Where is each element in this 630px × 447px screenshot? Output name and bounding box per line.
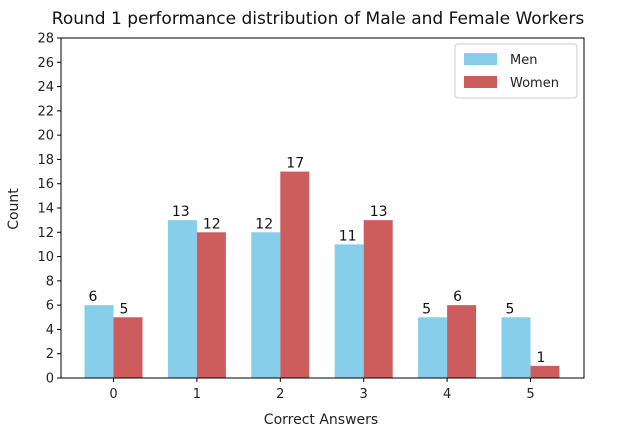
data-label-men-1: 13 bbox=[172, 204, 190, 220]
bar-men-1 bbox=[167, 220, 197, 378]
bar-men-4 bbox=[418, 317, 448, 378]
bar-women-5 bbox=[530, 365, 560, 378]
y-tick-label-4: 4 bbox=[46, 323, 54, 338]
y-tick-label-16: 16 bbox=[37, 177, 54, 192]
legend: Men Women bbox=[454, 43, 578, 99]
y-tick-label-24: 24 bbox=[37, 80, 54, 95]
bar-men-0 bbox=[84, 305, 114, 378]
y-tick-label-2: 2 bbox=[46, 347, 54, 362]
data-label-men-0: 6 bbox=[89, 289, 98, 305]
bar-men-3 bbox=[334, 244, 364, 378]
y-axis-label: Count bbox=[6, 188, 22, 230]
y-tick-label-0: 0 bbox=[46, 372, 54, 387]
legend-swatch-women bbox=[464, 76, 497, 88]
x-tick-label-5: 5 bbox=[526, 387, 534, 402]
data-label-men-2: 12 bbox=[255, 216, 273, 232]
chart-title: Round 1 performance distribution of Male… bbox=[52, 9, 585, 29]
y-tick-label-20: 20 bbox=[37, 129, 54, 144]
bar-men-5 bbox=[501, 317, 531, 378]
y-tick-label-8: 8 bbox=[46, 274, 54, 289]
data-label-women-0: 5 bbox=[120, 301, 129, 317]
data-label-men-3: 11 bbox=[339, 228, 357, 244]
bar-women-3 bbox=[363, 220, 393, 378]
y-tick-label-26: 26 bbox=[37, 56, 54, 71]
y-tick-label-28: 28 bbox=[37, 32, 54, 47]
data-label-women-4: 6 bbox=[453, 289, 462, 305]
bar-women-4 bbox=[447, 305, 477, 378]
legend-label-men: Men bbox=[510, 53, 537, 68]
data-label-women-2: 17 bbox=[286, 156, 304, 172]
y-tick-label-10: 10 bbox=[37, 250, 54, 265]
x-tick-label-0: 0 bbox=[109, 387, 117, 402]
data-label-men-5: 5 bbox=[506, 301, 515, 317]
data-label-men-4: 5 bbox=[422, 301, 431, 317]
y-tick-label-14: 14 bbox=[37, 202, 54, 217]
legend-swatch-men bbox=[464, 53, 497, 65]
y-tick-label-18: 18 bbox=[37, 153, 54, 168]
data-labels-layer: 6 13 12 11 5 5 5 12 17 13 6 1 bbox=[89, 156, 546, 366]
bars-layer bbox=[84, 171, 560, 378]
data-label-women-5: 1 bbox=[537, 350, 546, 366]
legend-label-women: Women bbox=[510, 76, 559, 91]
x-tick-label-4: 4 bbox=[443, 387, 451, 402]
x-tick-label-2: 2 bbox=[276, 387, 284, 402]
y-tick-label-12: 12 bbox=[37, 226, 54, 241]
y-tick-label-22: 22 bbox=[37, 104, 54, 119]
bar-women-2 bbox=[280, 171, 310, 378]
y-tick-label-6: 6 bbox=[46, 299, 54, 314]
x-tick-label-3: 3 bbox=[360, 387, 368, 402]
x-tick-label-1: 1 bbox=[193, 387, 201, 402]
bar-men-2 bbox=[251, 232, 281, 378]
data-label-women-3: 13 bbox=[370, 204, 388, 220]
bar-women-0 bbox=[113, 317, 143, 378]
data-label-women-1: 12 bbox=[203, 216, 221, 232]
bar-women-1 bbox=[196, 232, 226, 378]
x-axis-label: Correct Answers bbox=[264, 412, 378, 428]
